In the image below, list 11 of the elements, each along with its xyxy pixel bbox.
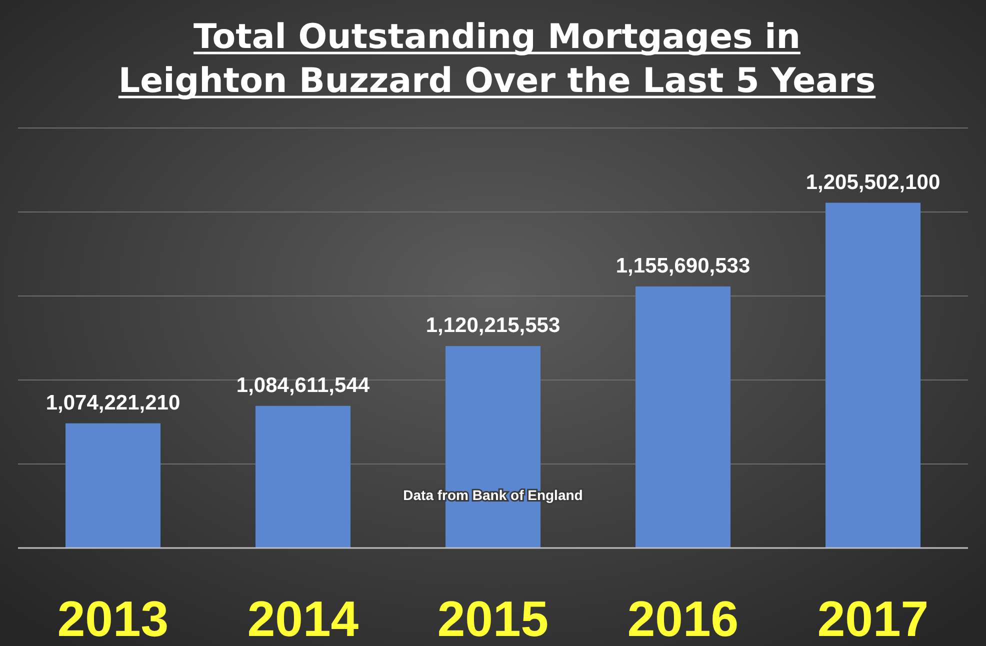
data-label: 1,155,690,533 <box>616 254 750 278</box>
x-tick-label: 2016 <box>627 591 739 646</box>
x-tick-label: 2015 <box>437 591 549 646</box>
data-label: 1,074,221,210 <box>46 391 180 414</box>
data-label: 1,084,611,544 <box>236 374 370 397</box>
x-tick-label: 2013 <box>57 591 169 646</box>
chart-title: Total Outstanding Mortgages in Leighton Buzzard Over the Last 5 Years <box>118 17 876 101</box>
data-label: 1,120,215,553 <box>426 314 560 338</box>
x-tick-label: 2014 <box>247 591 359 646</box>
data-label: 1,205,502,100 <box>806 170 940 194</box>
x-tick-label: 2017 <box>817 591 929 646</box>
